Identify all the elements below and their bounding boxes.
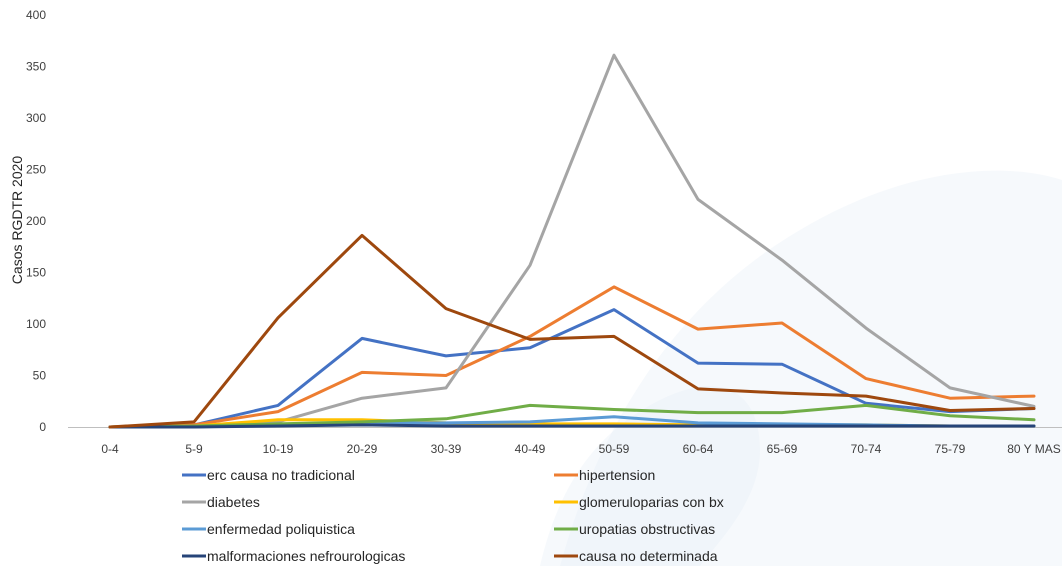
y-tick-label: 250: [26, 163, 46, 177]
y-tick-label: 100: [26, 317, 46, 331]
y-axis-ticks: 0 50 100 150 200 250 300 350 400: [26, 8, 46, 434]
legend-label: malformaciones nefrourologicas: [207, 548, 405, 564]
series-line-2: [108, 285, 1036, 429]
y-tick-label: 300: [26, 111, 46, 125]
y-tick-label: 50: [33, 369, 47, 383]
series-line-7: [108, 423, 1036, 429]
x-tick-label: 0-4: [101, 442, 119, 456]
legend-item: hipertension: [554, 467, 655, 483]
y-tick-label: 350: [26, 60, 46, 74]
y-tick-label: 400: [26, 8, 46, 22]
legend-label: erc causa no tradicional: [207, 467, 355, 483]
x-tick-label: 40-49: [515, 442, 546, 456]
legend-label: enfermedad poliquistica: [207, 521, 355, 537]
legend-label: glomeruloparias con bx: [579, 494, 724, 510]
series-lines: [108, 53, 1036, 429]
x-tick-label: 10-19: [263, 442, 294, 456]
x-tick-label: 80 Y MAS: [1007, 442, 1061, 456]
series-line-6: [108, 403, 1036, 429]
y-axis-title: Casos RGDTR 2020: [9, 156, 25, 285]
series-line-3: [108, 53, 1036, 429]
watermark-shape: [560, 170, 1062, 566]
x-tick-label: 75-79: [935, 442, 966, 456]
x-tick-label: 50-59: [599, 442, 630, 456]
watermark-shape: [540, 386, 760, 566]
x-tick-label: 70-74: [851, 442, 882, 456]
legend-label: hipertension: [579, 467, 655, 483]
legend-item: enfermedad poliquistica: [182, 521, 355, 537]
y-tick-label: 150: [26, 266, 46, 280]
legend-item: malformaciones nefrourologicas: [182, 548, 405, 564]
x-tick-label: 65-69: [767, 442, 798, 456]
legend-item: erc causa no tradicional: [182, 467, 355, 483]
legend-item: uropatias obstructivas: [554, 521, 715, 537]
y-tick-label: 200: [26, 214, 46, 228]
legend: erc causa no tradicional hipertension diab…: [182, 467, 724, 564]
legend-item: diabetes: [182, 494, 260, 510]
legend-item: glomeruloparias con bx: [554, 494, 724, 510]
legend-label: uropatias obstructivas: [579, 521, 715, 537]
x-tick-label: 5-9: [185, 442, 203, 456]
background-watermark: [540, 170, 1062, 566]
x-tick-label: 60-64: [683, 442, 714, 456]
legend-label: diabetes: [207, 494, 260, 510]
legend-label: causa no determinada: [579, 548, 718, 564]
series-line-1: [108, 308, 1036, 429]
legend-item: causa no determinada: [554, 548, 718, 564]
x-axis-ticks: 0-4 5-9 10-19 20-29 30-39 40-49 50-59 60-64 65-6…: [101, 442, 1060, 456]
x-tick-label: 20-29: [347, 442, 378, 456]
x-tick-label: 30-39: [431, 442, 462, 456]
series-line-8: [108, 233, 1036, 429]
y-tick-label: 0: [39, 420, 46, 434]
